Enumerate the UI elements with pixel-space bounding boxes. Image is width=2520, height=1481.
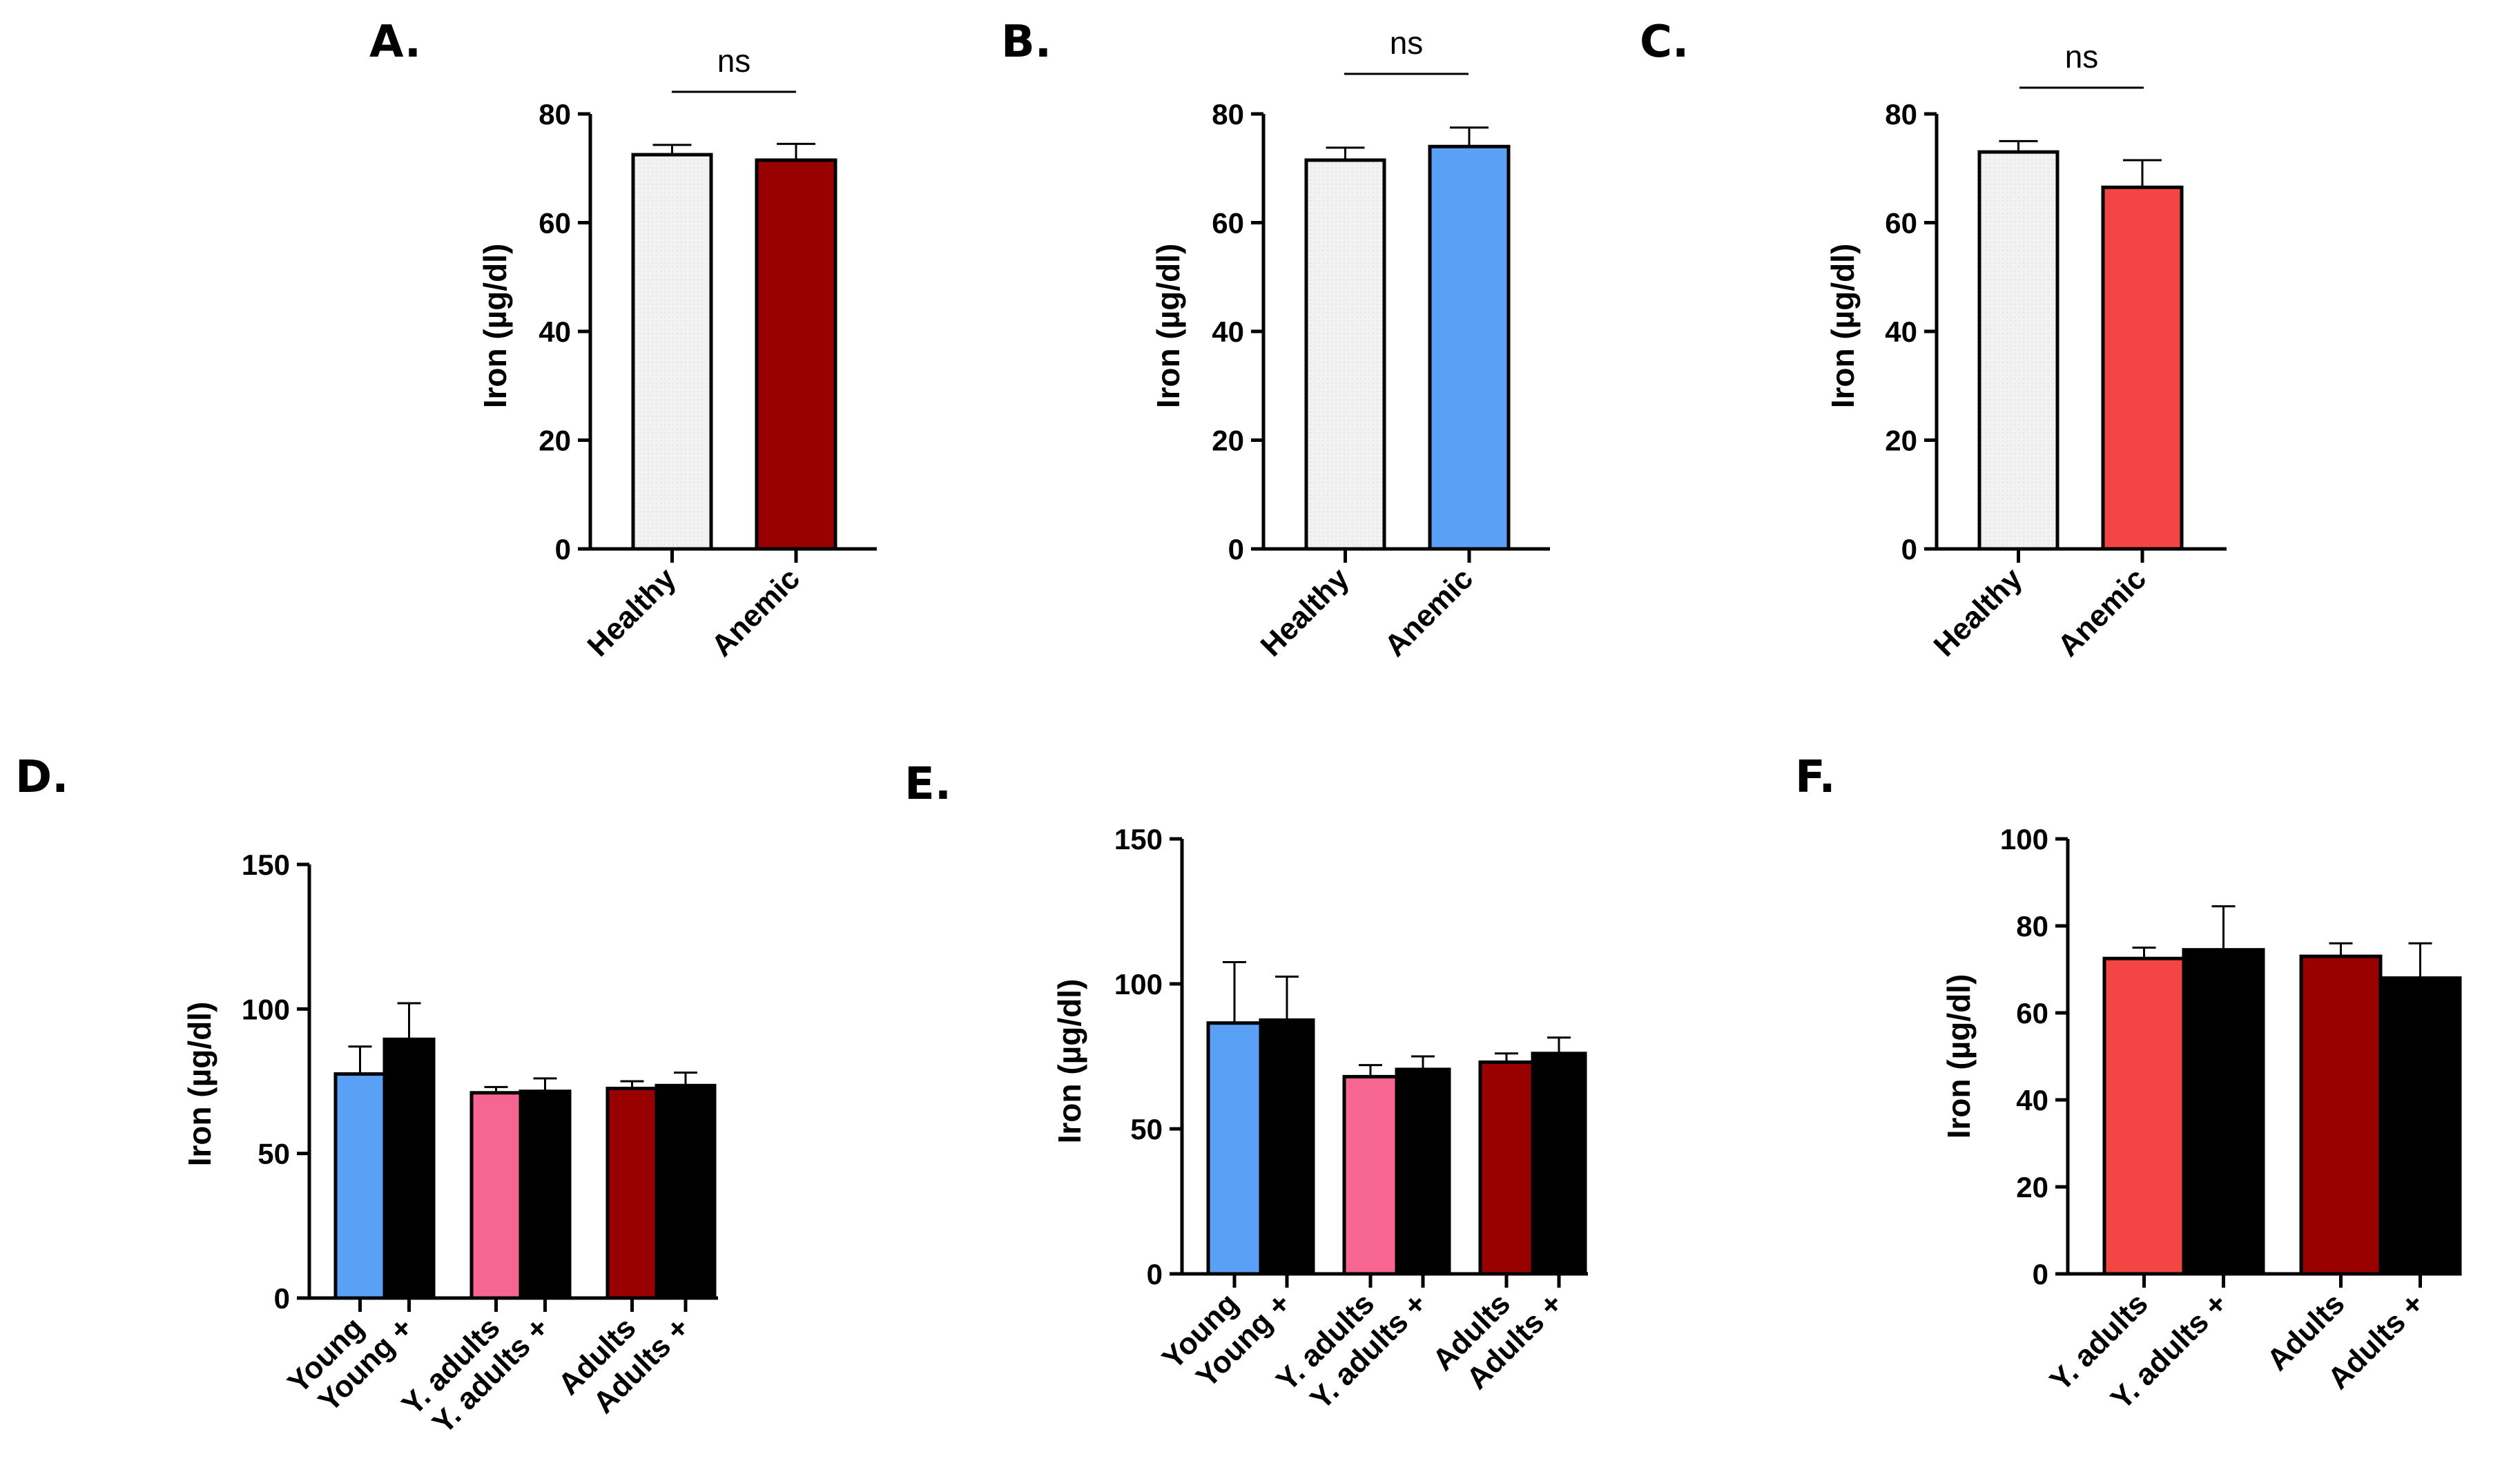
panel-a-y-tick-label-4: 60 <box>539 207 571 240</box>
panel-d-bars <box>333 1002 717 1300</box>
panel-c-y-axis-title: Iron (µg/dl) <box>1825 244 1861 409</box>
panel-d-letter: D. <box>15 752 68 803</box>
panel-b-y-axis: 0 20 40 60 80 <box>1212 98 1266 565</box>
panel-a-y-tick-label-5: 80 <box>539 98 571 130</box>
panel-f-y-tick-label-2: 20 <box>2016 1171 2048 1203</box>
panel-d-bar-2 <box>382 1037 436 1300</box>
panel-c-category-label-1: Healthy <box>1928 561 2029 663</box>
panel-b-significance-label: ns <box>1390 25 1424 61</box>
panel-f-y-axis-title: Iron (µg/dl) <box>1941 974 1977 1139</box>
panel-f-y-tick-label-5: 80 <box>2016 910 2048 942</box>
panel-a-x-axis: Healthy Anemic <box>581 547 877 663</box>
panel-e-bar-2 <box>1259 1018 1315 1276</box>
panel-b-y-tick-label-4: 60 <box>1212 207 1244 240</box>
panel-d-bar-5 <box>605 1086 659 1300</box>
panel-f-bar-1 <box>2102 956 2186 1276</box>
panel-e-y-axis-title: Iron (µg/dl) <box>1051 979 1087 1144</box>
panel-c-letter: C. <box>1640 17 1689 68</box>
panel-c-y-tick-label-5: 80 <box>1885 98 1917 130</box>
panel-d-y-axis-title: Iron (µg/dl) <box>182 1002 217 1167</box>
panel-f-bars <box>2102 905 2462 1276</box>
panel-e-y-tick-label-4: 150 <box>1114 823 1163 855</box>
panel-f-letter: F. <box>1795 752 1836 803</box>
panel-f: F. Iron (µg/dl) 0 20 40 60 80 100 Y. adultsY.… <box>1795 752 2462 1416</box>
panel-e-bar-4 <box>1395 1067 1451 1276</box>
panel-c: C. ns Iron (µg/dl) 0 20 40 60 80 Healthy Anem… <box>1640 17 2227 663</box>
panel-d-y-tick-label-3: 100 <box>242 993 290 1025</box>
panel-e-bar-5 <box>1478 1060 1535 1276</box>
panel-c-significance-label: ns <box>2065 39 2099 75</box>
panel-b-letter: B. <box>1001 17 1051 68</box>
panel-f-y-axis: 0 20 40 60 80 100 <box>2000 823 2070 1290</box>
panel-d-y-axis: 0 50 100 150 <box>242 849 311 1315</box>
panel-b-bar-1 <box>1304 158 1386 551</box>
panel-a-bar-2 <box>755 158 837 551</box>
panel-f-bar-2 <box>2182 948 2265 1276</box>
panel-a-category-label-2: Anemic <box>705 561 806 663</box>
panel-b-x-axis: Healthy Anemic <box>1254 547 1550 663</box>
panel-d-bar-4 <box>518 1090 572 1300</box>
panel-a-y-tick-label-1: 0 <box>555 533 571 565</box>
panel-e-bars <box>1206 961 1587 1276</box>
panel-a-y-tick-label-3: 40 <box>539 316 571 348</box>
panel-c-y-tick-label-3: 40 <box>1885 316 1917 348</box>
panel-b-bar-2 <box>1428 144 1511 551</box>
panel-c-bar-2 <box>2101 185 2184 551</box>
panel-d-y-tick-label-1: 0 <box>274 1282 290 1315</box>
panel-c-y-tick-label-4: 60 <box>1885 207 1917 240</box>
panel-c-bars <box>1977 139 2184 551</box>
panel-c-x-axis: Healthy Anemic <box>1928 547 2227 663</box>
panel-b-category-label-1: Healthy <box>1254 561 1356 663</box>
panel-e-y-tick-label-3: 100 <box>1114 968 1163 1000</box>
panel-d-bar-6 <box>655 1083 717 1300</box>
panel-b-y-tick-label-3: 40 <box>1212 316 1244 348</box>
panel-a-bar-1 <box>631 153 713 551</box>
panel-a-letter: A. <box>369 17 421 68</box>
panel-c-y-axis: 0 20 40 60 80 <box>1885 98 1939 565</box>
panel-d-y-tick-label-4: 150 <box>242 849 290 881</box>
panel-f-bar-3 <box>2299 954 2383 1276</box>
panel-a-significance-label: ns <box>717 43 751 79</box>
panel-a-y-tick-label-2: 20 <box>539 425 571 457</box>
panel-c-y-tick-label-1: 0 <box>1901 533 1917 565</box>
panel-e-y-axis: 0 50 100 150 <box>1114 823 1184 1290</box>
panel-f-y-tick-label-1: 0 <box>2033 1258 2048 1290</box>
panel-b-bars <box>1304 126 1511 551</box>
panel-f-y-tick-label-4: 60 <box>2016 997 2048 1029</box>
panel-b-y-axis-title: Iron (µg/dl) <box>1150 244 1186 409</box>
panel-d-y-tick-label-2: 50 <box>258 1138 290 1170</box>
panel-b-y-tick-label-2: 20 <box>1212 425 1244 457</box>
panel-e-bar-1 <box>1206 1021 1263 1276</box>
panel-a-bars <box>631 142 837 551</box>
panel-c-category-label-2: Anemic <box>2051 561 2153 663</box>
panel-e-bar-6 <box>1531 1052 1587 1276</box>
panel-a-y-axis: 0 20 40 60 80 <box>539 98 592 565</box>
panel-b: B. ns Iron (µg/dl) 0 20 40 60 80 Healthy Anem… <box>1001 17 1550 663</box>
panel-c-y-tick-label-2: 20 <box>1885 425 1917 457</box>
panel-e-y-tick-label-2: 50 <box>1130 1113 1163 1145</box>
panel-c-bar-1 <box>1977 150 2059 551</box>
panel-e-y-tick-label-1: 0 <box>1147 1258 1163 1290</box>
panel-a-category-label-1: Healthy <box>581 561 683 663</box>
panel-b-category-label-2: Anemic <box>1378 561 1480 663</box>
panel-e-bar-3 <box>1342 1074 1399 1276</box>
panel-f-y-tick-label-3: 40 <box>2016 1084 2048 1116</box>
panel-e-letter: E. <box>904 759 951 810</box>
panel-d-bar-1 <box>333 1072 387 1300</box>
panel-f-bar-4 <box>2378 976 2462 1276</box>
panel-b-y-tick-label-1: 0 <box>1228 533 1244 565</box>
panel-b-y-tick-label-5: 80 <box>1212 98 1244 130</box>
panel-a: A. ns Iron (µg/dl) 0 20 40 60 80 Healthy Anem… <box>369 17 877 663</box>
panel-d-bar-3 <box>469 1091 523 1300</box>
panel-f-y-tick-label-6: 100 <box>2000 823 2048 855</box>
panel-a-y-axis-title: Iron (µg/dl) <box>477 244 513 409</box>
